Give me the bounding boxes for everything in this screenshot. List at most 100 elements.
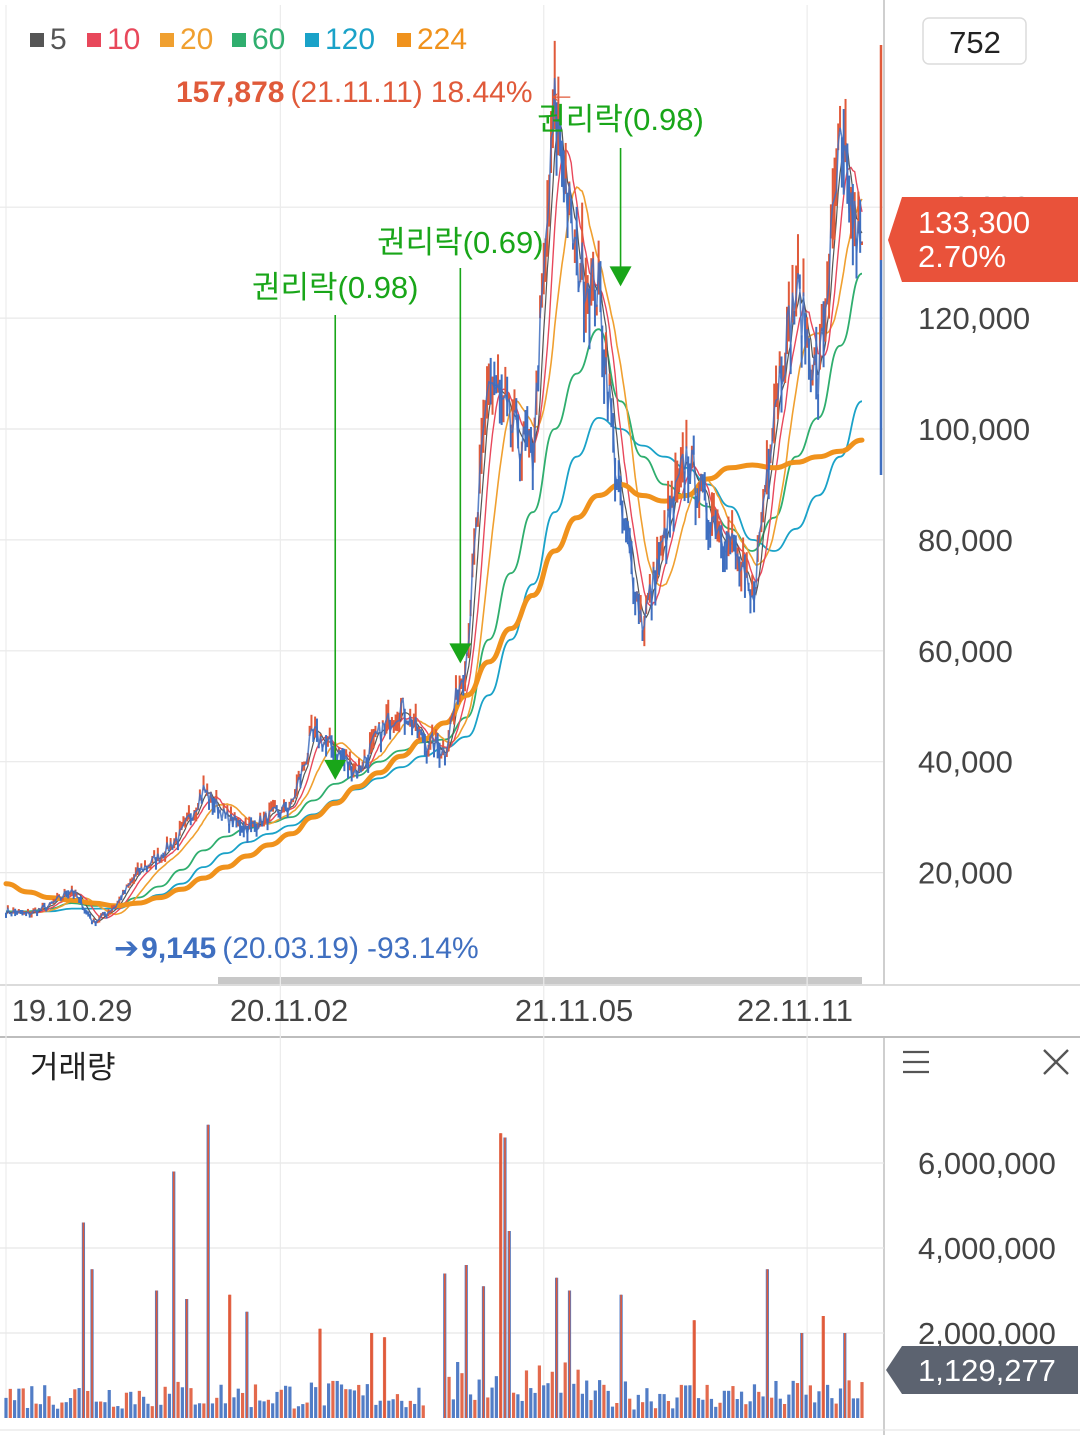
volume-bar	[43, 1385, 47, 1418]
volume-bar	[219, 1384, 223, 1418]
volume-bar	[150, 1406, 154, 1418]
legend-label-ma224[interactable]: 224	[417, 23, 467, 56]
volume-bar	[589, 1400, 593, 1418]
annotation-label: 권리락(0.98)	[252, 270, 419, 305]
volume-bar	[542, 1385, 546, 1418]
high-price-label: 157,878 (21.11.11) 18.44% ←	[176, 76, 577, 109]
volume-bar	[266, 1399, 270, 1418]
close-icon[interactable]	[1043, 1049, 1069, 1075]
volume-bar	[176, 1381, 180, 1418]
volume-bar	[137, 1390, 141, 1418]
volume-bar	[47, 1396, 51, 1418]
legend-swatch[interactable]	[160, 33, 174, 47]
volume-bar	[679, 1384, 683, 1418]
volume-bar	[197, 1403, 202, 1418]
volume-bar	[413, 1403, 417, 1418]
volume-bar	[301, 1404, 305, 1418]
price-tick-label: 40,000	[918, 745, 1013, 780]
low-price-date: (20.03.19)	[222, 932, 359, 965]
low-price-arrow-icon: ➔	[114, 932, 139, 965]
price-tick-label: 80,000	[918, 523, 1013, 558]
volume-bar	[120, 1408, 124, 1418]
volume-bar	[253, 1384, 258, 1418]
volume-bar	[774, 1380, 778, 1418]
volume-bar	[348, 1389, 352, 1418]
volume-bar	[550, 1371, 554, 1418]
volume-bar	[240, 1392, 245, 1418]
volume-bar	[778, 1398, 782, 1418]
volume-bar	[516, 1394, 520, 1418]
legend-swatch[interactable]	[30, 33, 44, 47]
volume-bar	[107, 1389, 111, 1418]
current-volume-badge	[886, 1346, 1078, 1394]
legend-label-ma10[interactable]: 10	[107, 23, 140, 56]
volume-bar	[159, 1404, 163, 1418]
volume-bar	[180, 1387, 184, 1418]
horizontal-scrollbar[interactable]	[218, 977, 862, 984]
volume-bar	[314, 1387, 318, 1418]
legend-swatch[interactable]	[397, 33, 411, 47]
volume-bar	[456, 1361, 460, 1418]
volume-bar	[73, 1389, 77, 1418]
volume-bar	[60, 1402, 64, 1418]
legend-swatch[interactable]	[305, 33, 319, 47]
price-tick-label: 120,000	[918, 301, 1030, 336]
volume-bar	[585, 1380, 589, 1418]
volume-bar	[856, 1398, 860, 1418]
price-series	[5, 40, 863, 927]
menu-icon[interactable]	[903, 1050, 929, 1074]
volume-bar	[593, 1390, 597, 1418]
legend-swatch[interactable]	[87, 33, 101, 47]
volume-bar	[335, 1380, 339, 1418]
volume-bar	[25, 1407, 30, 1418]
legend-label-ma120[interactable]: 120	[325, 23, 375, 56]
volume-bar	[460, 1373, 464, 1418]
volume-bar	[68, 1398, 73, 1418]
legend-label-ma60[interactable]: 60	[252, 23, 285, 56]
volume-bar	[808, 1385, 812, 1418]
close-icon-stroke	[1043, 1049, 1069, 1075]
volume-bar	[249, 1407, 253, 1418]
annotation-label: 권리락(0.69)	[377, 225, 544, 260]
volume-bar	[124, 1392, 129, 1418]
volume-bar	[490, 1387, 494, 1418]
volume-bar	[21, 1388, 25, 1418]
volume-bar	[722, 1390, 726, 1418]
volume-bar	[8, 1388, 12, 1418]
top-right-box[interactable]	[922, 17, 1027, 65]
volume-bar	[210, 1403, 215, 1418]
volume-bar	[288, 1386, 292, 1418]
volume-bar	[279, 1389, 283, 1418]
volume-tick-label: 2,000,000	[918, 1316, 1056, 1351]
legend[interactable]: 5 10 20 60 120 224	[30, 23, 467, 56]
volume-bar	[748, 1401, 752, 1418]
high-price-arrow-icon: ←	[547, 76, 577, 109]
volume-bar	[628, 1398, 632, 1418]
legend-label-ma20[interactable]: 20	[180, 23, 213, 56]
volume-bar	[193, 1404, 197, 1418]
volume-bar	[770, 1397, 774, 1418]
high-price-pct: 18.44%	[431, 76, 533, 109]
volume-tick-label: 6,000,000	[918, 1146, 1056, 1181]
volume-bar	[671, 1408, 675, 1418]
volume-bar	[606, 1390, 610, 1418]
top-right-value: 752	[949, 25, 1001, 60]
volume-bar	[51, 1404, 55, 1418]
low-price-label: ➔9,145 (20.03.19) -93.14%	[114, 932, 479, 965]
volume-bar	[649, 1401, 653, 1418]
legend-label-ma5[interactable]: 5	[50, 23, 67, 56]
volume-bar	[275, 1391, 279, 1418]
volume-bar	[662, 1394, 666, 1418]
volume-bar	[731, 1386, 735, 1418]
volume-bar	[834, 1403, 838, 1418]
volume-bar	[546, 1383, 550, 1418]
volume-bar	[38, 1404, 43, 1418]
volume-bar	[602, 1384, 606, 1418]
volume-bar	[167, 1393, 172, 1418]
legend-swatch[interactable]	[232, 33, 246, 47]
volume-bar	[202, 1403, 206, 1418]
volume-bar	[524, 1370, 529, 1418]
volume-bar	[636, 1394, 640, 1418]
volume-bar	[813, 1402, 817, 1418]
volume-bar	[374, 1404, 378, 1418]
